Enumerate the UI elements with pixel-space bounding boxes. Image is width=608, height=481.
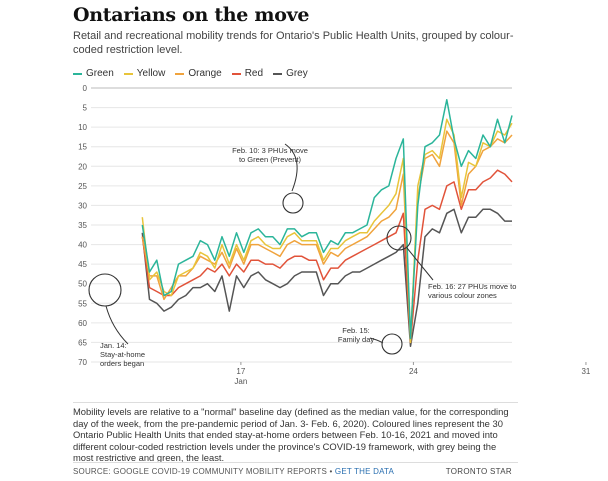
- y-tick-label: 20: [78, 162, 87, 171]
- y-tick-label: 65: [78, 338, 87, 347]
- legend-item-yellow: Yellow: [123, 68, 166, 79]
- legend-item-red: Red: [231, 68, 264, 79]
- annotation-arrow: [406, 247, 434, 281]
- annotation-label: Feb. 15: Family day: [338, 326, 375, 344]
- annotation-circle: [386, 225, 412, 251]
- y-tick-label: 10: [78, 123, 87, 132]
- series-line-yellow: [141, 118, 513, 344]
- legend-swatch-yellow: [123, 72, 133, 75]
- annotation-label: Feb. 10: 3 PHUs move to Green (Prevent): [232, 146, 308, 164]
- y-tick-label: 70: [78, 358, 87, 367]
- annotation-label: Feb. 16: 27 PHUs move to various colour z…: [428, 282, 516, 300]
- y-tick-label: 55: [78, 299, 87, 308]
- mobility-line-chart: 051015202530354045505560657017Jan243107F…: [78, 84, 591, 386]
- x-tick-label: 17: [236, 367, 245, 376]
- annotation-arrow: [105, 305, 129, 345]
- y-tick-label: 50: [78, 280, 87, 289]
- footnote: Mobility levels are relative to a "norma…: [73, 406, 509, 464]
- x-tick-sublabel: Jan: [234, 377, 247, 386]
- y-tick-label: 5: [83, 104, 88, 113]
- y-tick-label: 45: [78, 260, 87, 269]
- series-line-red: [141, 169, 513, 344]
- legend-swatch-orange: [175, 72, 185, 75]
- legend-item-grey: Grey: [273, 68, 308, 79]
- y-tick-label: 60: [78, 319, 87, 328]
- legend-item-orange: Orange: [175, 68, 222, 79]
- legend-label-orange: Orange: [188, 68, 222, 79]
- legend-swatch-grey: [273, 72, 283, 75]
- y-tick-label: 25: [78, 182, 87, 191]
- y-tick-label: 15: [78, 143, 87, 152]
- annotation-circle: [282, 192, 304, 214]
- legend: Green Yellow Orange Red Grey: [73, 68, 308, 79]
- legend-swatch-red: [231, 72, 241, 75]
- y-tick-label: 35: [78, 221, 87, 230]
- chart-subtitle: Retail and recreational mobility trends …: [73, 30, 514, 56]
- legend-label-grey: Grey: [286, 68, 308, 79]
- series-line-orange: [141, 130, 513, 340]
- source-line: SOURCE: GOOGLE COVID-19 COMMUNITY MOBILI…: [73, 467, 394, 476]
- series-line-green: [141, 98, 513, 340]
- source-divider: [73, 462, 518, 463]
- x-tick-label: 31: [581, 367, 590, 376]
- annotation-arrow: [284, 143, 298, 192]
- brand-name: TORONTO STAR: [445, 467, 512, 476]
- annotation-circle: [88, 273, 122, 307]
- chart-title: Ontarians on the move: [73, 4, 310, 26]
- footnote-divider: [73, 402, 518, 403]
- y-tick-label: 40: [78, 241, 87, 250]
- legend-swatch-green: [73, 72, 82, 75]
- source-text: SOURCE: GOOGLE COVID-19 COMMUNITY MOBILI…: [73, 467, 335, 476]
- annotation-label: Jan. 14: Stay-at-home orders began: [100, 341, 145, 368]
- legend-item-green: Green: [73, 68, 114, 79]
- legend-label-yellow: Yellow: [136, 68, 166, 79]
- annotation-arrow: [369, 337, 384, 344]
- legend-label-green: Green: [86, 68, 114, 79]
- legend-label-red: Red: [244, 68, 264, 79]
- x-tick-label: 24: [409, 367, 418, 376]
- get-the-data-link[interactable]: GET THE DATA: [334, 467, 395, 476]
- y-tick-label: 0: [83, 84, 88, 93]
- annotation-circle: [381, 333, 403, 355]
- y-tick-label: 30: [78, 201, 87, 210]
- series-line-grey: [141, 208, 512, 348]
